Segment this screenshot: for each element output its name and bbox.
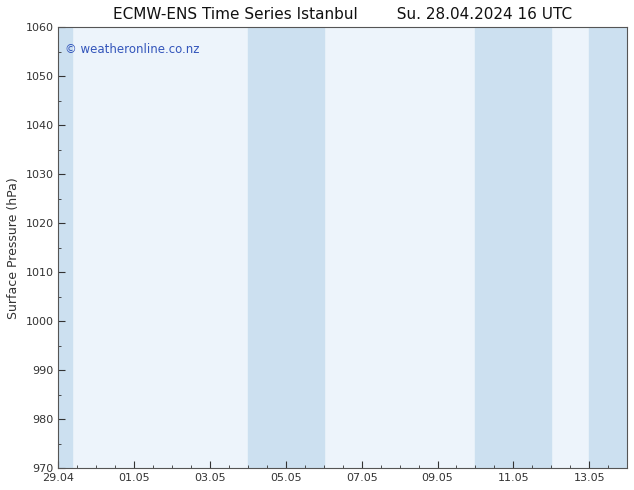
Y-axis label: Surface Pressure (hPa): Surface Pressure (hPa): [7, 177, 20, 318]
Bar: [58, 27, 72, 468]
Bar: [589, 27, 634, 468]
Bar: [476, 27, 551, 468]
Text: © weatheronline.co.nz: © weatheronline.co.nz: [65, 43, 200, 56]
Title: ECMW-ENS Time Series Istanbul        Su. 28.04.2024 16 UTC: ECMW-ENS Time Series Istanbul Su. 28.04.…: [113, 7, 573, 22]
Bar: [248, 27, 324, 468]
